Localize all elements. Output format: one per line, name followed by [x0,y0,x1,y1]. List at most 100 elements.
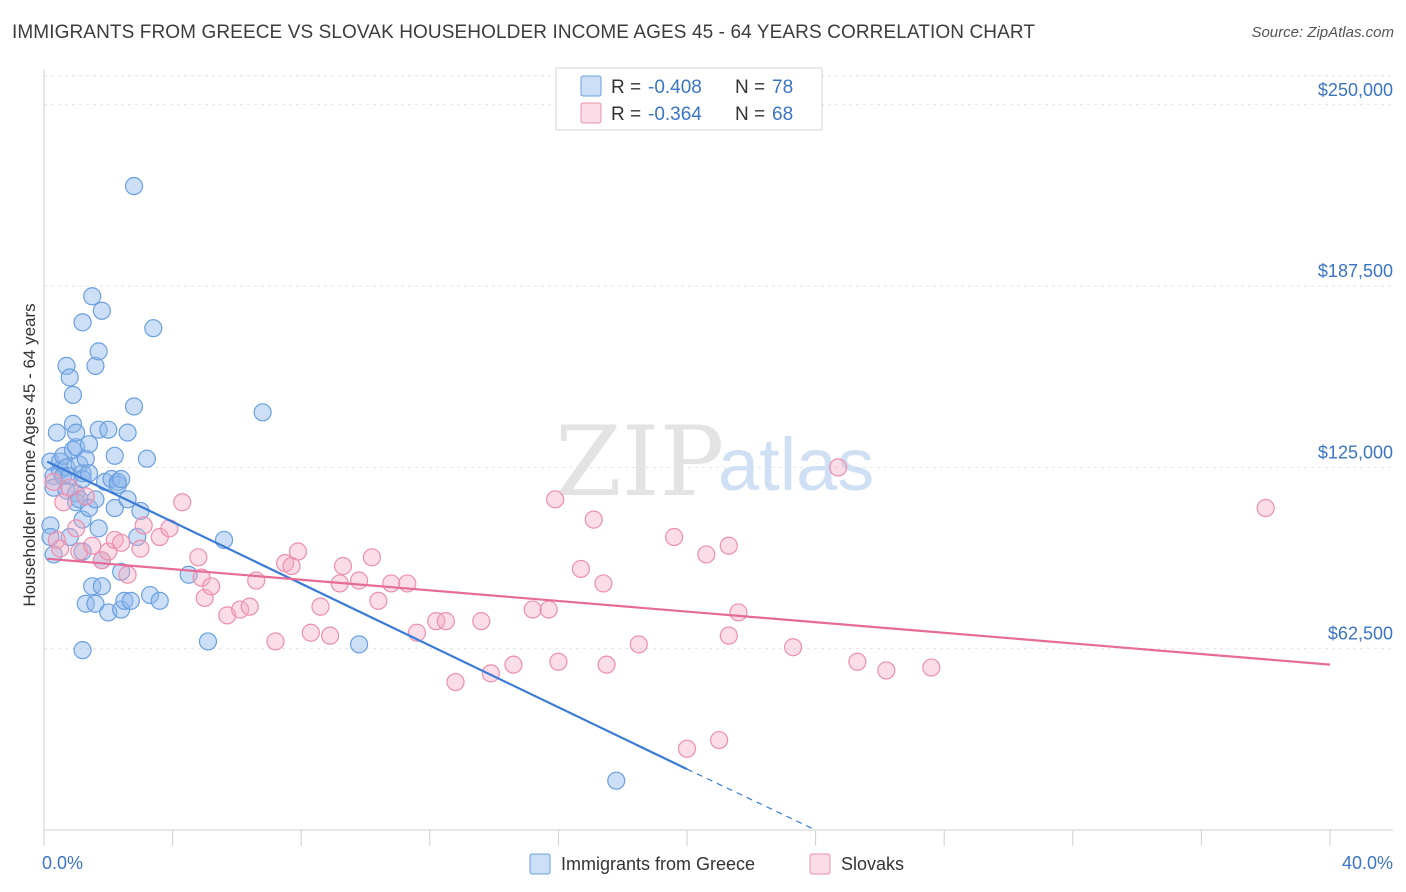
point-greece [79,435,99,454]
point-slovaks [436,612,455,631]
watermark-atlas: atlas [718,423,874,506]
point-greece [76,449,95,468]
watermark-zip: ZIP [555,406,724,518]
point-slovaks [848,652,867,671]
series-slovaks-points [44,458,1275,758]
point-slovaks [118,565,137,584]
point-greece [89,420,108,439]
source-credit: Source: ZipAtlas.com [1251,24,1394,41]
point-greece [198,632,218,651]
point-slovaks [546,490,565,509]
point-slovaks [173,493,192,512]
point-greece [124,397,144,416]
legend-n-label: N = [735,77,765,98]
point-slovaks [665,527,684,547]
point-greece [144,319,163,338]
point-slovaks [481,664,500,683]
point-slovaks [83,536,102,555]
point-greece [105,498,124,518]
point-slovaks [446,672,465,692]
point-slovaks [288,542,308,561]
point-greece [57,356,76,375]
point-slovaks [783,638,803,657]
legend-r-value: -0.364 [648,104,702,125]
trend-line-greece [46,460,688,771]
point-slovaks [1256,498,1275,518]
point-greece [150,591,169,610]
point-greece [105,446,124,465]
point-greece [83,577,102,596]
point-slovaks [597,655,616,674]
point-slovaks [362,548,382,567]
trend-line-slovaks [47,557,1331,666]
legend-r-label: R = [611,104,641,125]
point-greece [92,301,111,320]
point-slovaks [729,603,748,622]
point-slovaks [112,533,131,552]
point-slovaks [99,542,118,561]
axes [43,70,1393,846]
point-greece [140,585,160,605]
trend-line-greece-extension [686,768,816,831]
point-greece [73,641,92,660]
point-slovaks [67,519,86,538]
point-greece [118,423,137,442]
bottom-legend-label-slovaks: Slovaks [841,854,904,874]
point-slovaks [922,658,941,677]
bottom-legend-label-greece: Immigrants from Greece [561,854,755,874]
y-tick-label: $250,000 [1318,80,1393,100]
trend-lines [46,460,1331,831]
point-slovaks [333,556,353,576]
point-slovaks [629,635,648,654]
point-greece [86,594,105,613]
point-greece [112,469,131,489]
point-greece [128,527,147,547]
point-slovaks [539,600,558,619]
point-slovaks [594,574,613,593]
legend-n-value: 68 [772,104,793,125]
y-tick-label: $125,000 [1318,442,1393,462]
point-slovaks [321,626,340,645]
point-greece [349,635,369,654]
point-greece [607,771,626,790]
point-slovaks [697,545,716,564]
point-slovaks [719,536,738,555]
legend-n-label: N = [735,104,765,125]
point-slovaks [311,597,330,616]
point-slovaks [76,487,95,506]
point-greece [73,313,92,332]
point-greece [121,591,140,610]
point-slovaks [472,612,491,631]
point-slovaks [202,577,221,596]
point-slovaks [60,478,79,497]
point-greece [60,368,79,387]
point-slovaks [571,559,591,579]
watermark: ZIP atlas [555,406,874,518]
point-greece [86,356,105,375]
point-slovaks [427,612,446,631]
point-slovaks [584,510,603,529]
legend-r-label: R = [611,77,641,98]
point-greece [137,449,156,468]
grid [44,75,1393,650]
y-axis-ticks: $62,500 $125,000 $187,500 $250,000 [1318,80,1393,644]
legend-r-value: -0.408 [648,77,702,98]
point-slovaks [829,458,848,477]
bottom-legend-swatch-greece [529,853,551,875]
point-slovaks [195,588,214,608]
point-slovaks [349,571,369,590]
point-slovaks [677,739,697,758]
point-slovaks [266,632,285,651]
point-slovaks [50,539,70,558]
bottom-legend-swatch-slovaks [809,853,831,875]
point-slovaks [877,661,896,680]
point-greece [253,403,272,422]
series-greece-points [41,176,626,790]
point-slovaks [301,623,320,642]
point-greece [99,420,118,439]
x-tick-label: 40.0% [1342,853,1393,873]
point-slovaks [719,626,738,645]
point-slovaks [382,574,401,593]
point-slovaks [504,655,523,674]
